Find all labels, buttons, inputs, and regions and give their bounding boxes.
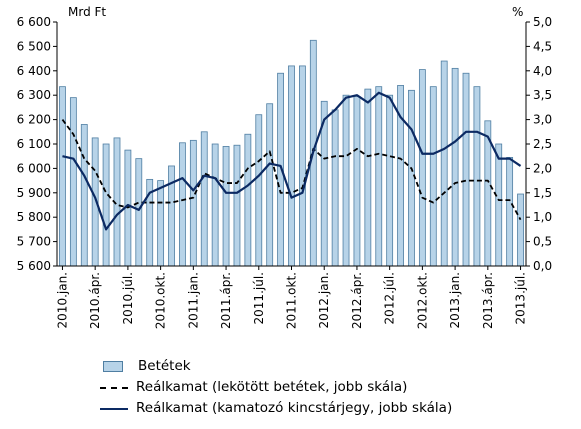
bar [440,60,448,267]
bar [418,69,426,267]
right-tick-label: 2,0 [533,161,552,175]
bar [222,146,230,267]
legend-label: Reálkamat (kamatozó kincstárjegy, jobb s… [136,400,453,416]
right-tick-label: 4,5 [533,39,552,53]
right-tick-label: 0,0 [533,259,552,273]
right-axis-unit: % [512,5,523,19]
bar [69,97,77,267]
x-tick-label: 2013.júl. [514,272,528,324]
bar [408,89,415,267]
right-tick-label: 5,0 [533,15,552,29]
x-tick-label: 2011.jan. [186,272,200,328]
x-axis-ticks: 2010.jan. 2010.ápr. 2010.júl. 2010.okt. 2011… [55,266,528,329]
legend-swatch-bar [103,361,123,372]
bar [495,143,503,267]
left-tick-label: 6 300 [17,88,51,102]
x-tick-label: 2011.ápr. [219,272,233,329]
bar [244,133,252,267]
right-tick-label: 2,5 [533,137,552,151]
bar [211,143,219,267]
legend-item-lekotott: Reálkamat (lekötött betétek, jobb skála) [100,377,500,398]
right-axis-ticks: 0,0 0,5 1,0 1,5 2,0 2,5 3,0 3,5 4,0 4,5 5,0 [526,15,552,273]
right-tick-label: 3,5 [533,88,552,102]
bar [473,86,481,267]
x-tick-label: 2012.ápr. [350,272,364,329]
bar [233,144,241,267]
legend-item-kincstarjegy: Reálkamat (kamatozó kincstárjegy, jobb s… [100,398,500,419]
bar [364,88,372,267]
left-tick-label: 5 800 [17,210,51,224]
left-tick-label: 6 400 [17,64,51,78]
x-tick-label: 2011.júl. [252,272,266,324]
x-tick-label: 2012.okt. [415,272,429,329]
bar [299,65,306,267]
left-tick-label: 6 200 [17,113,51,127]
left-axis-unit: Mrd Ft [68,5,106,19]
x-tick-label: 2010.okt. [154,272,168,329]
legend-item-betetek: Betétek [100,356,500,377]
line-series [61,91,522,231]
line-kamatozo-kincstarjegy [62,91,522,231]
bar-series [59,39,524,267]
bar [386,94,394,267]
right-tick-label: 1,0 [533,210,552,224]
x-tick-label: 2012.jan. [317,272,331,328]
legend-swatch-solid [100,407,128,410]
bar [179,142,186,267]
x-tick-label: 2013.ápr. [481,272,495,329]
right-tick-label: 0,5 [533,235,552,249]
bar [135,158,143,267]
bar [429,86,437,267]
bar [157,180,165,267]
left-tick-label: 6 600 [17,15,51,29]
bar [288,65,295,267]
left-axis-ticks: 5 600 5 700 5 800 5 900 6 000 6 100 6 200 6 300… [17,15,57,273]
legend: Betétek Reálkamat (lekötött betétek, job… [100,356,500,419]
bar [80,124,88,267]
bar [462,72,470,267]
right-tick-label: 4,0 [533,64,552,78]
bar [342,94,350,267]
line-lekotott-betetek [61,119,522,221]
right-tick-label: 1,5 [533,186,552,200]
bar [451,67,459,267]
bar [189,139,197,267]
x-tick-label: 2010.jan. [55,272,69,328]
x-tick-label: 2010.júl. [121,272,135,324]
bar [255,114,263,267]
left-tick-label: 6 500 [17,39,51,53]
bar [375,86,383,267]
bar [266,103,274,267]
left-tick-label: 6 000 [17,161,51,175]
bar [59,86,66,267]
legend-label: Reálkamat (lekötött betétek, jobb skála) [136,379,408,395]
x-tick-label: 2011.okt. [285,272,299,329]
bar [200,131,208,267]
legend-label: Betétek [138,358,191,374]
left-tick-label: 5 700 [17,235,51,249]
bar [102,143,110,267]
bar [353,96,361,267]
right-tick-label: 3,0 [533,113,552,127]
left-tick-label: 5 600 [17,259,51,273]
x-tick-label: 2010.ápr. [88,272,102,329]
left-tick-label: 6 100 [17,137,51,151]
bar [331,109,339,267]
bar [506,157,514,267]
left-tick-label: 5 900 [17,186,51,200]
bar [517,193,524,267]
legend-swatch-dashed [100,386,128,389]
x-tick-label: 2012.júl. [383,272,397,324]
x-tick-label: 2013.jan. [448,272,462,328]
